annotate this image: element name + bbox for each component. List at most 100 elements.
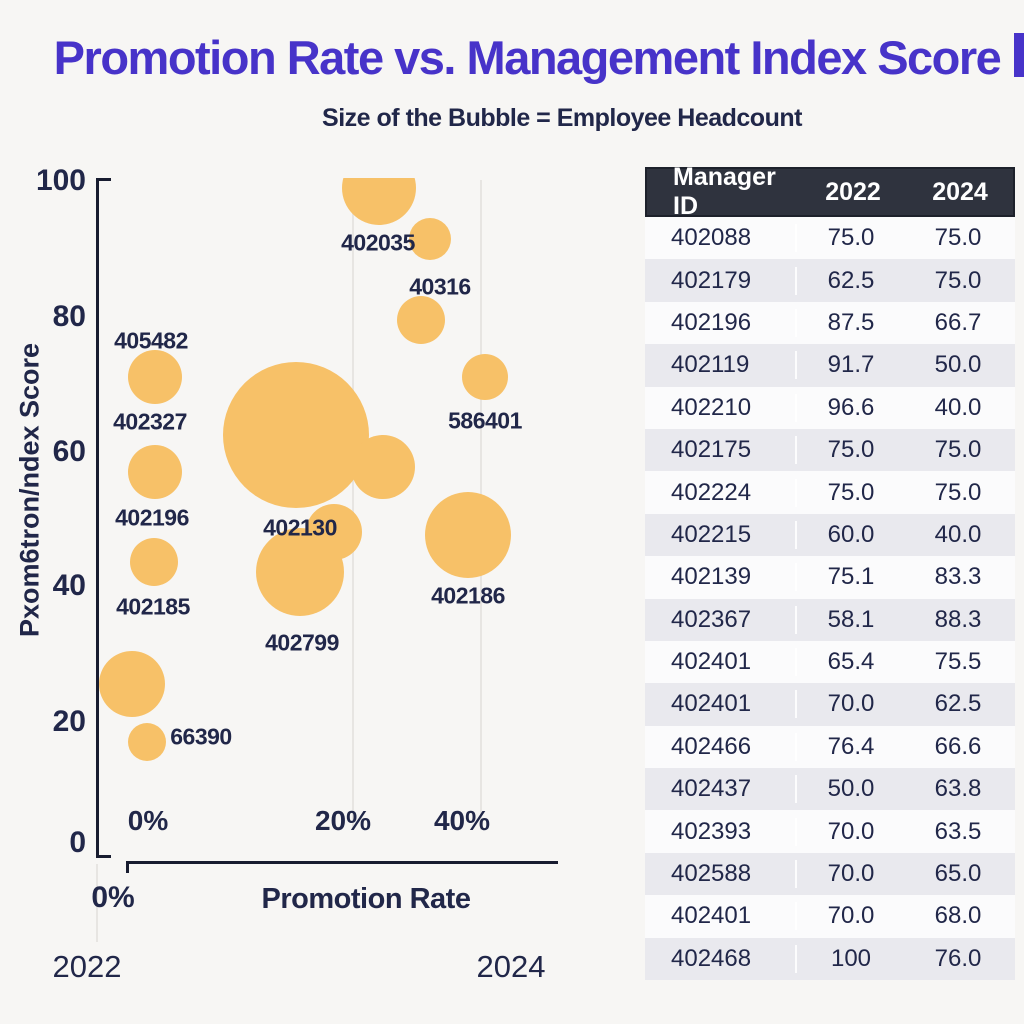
x-tick-label-20%: 20% <box>314 805 372 836</box>
table-row: 402210 96.6 40.0 <box>645 386 1015 429</box>
bubble-405482 <box>128 350 182 404</box>
cell-2024: 66.7 <box>934 308 982 336</box>
cell-2024: 75.0 <box>934 224 982 252</box>
cell-2024: 68.0 <box>934 902 982 930</box>
cell-2024: 63.5 <box>934 817 982 845</box>
cell-manager-id: 402224 <box>645 478 797 507</box>
cell-2024: 75.0 <box>934 436 982 464</box>
cell-2022: 75.0 <box>827 436 875 464</box>
table-row: 402367 58.1 88.3 <box>645 598 1015 641</box>
cell-manager-id: 402468 <box>645 944 797 973</box>
bubble-402196 <box>130 538 178 586</box>
table-row: 402401 70.0 68.0 <box>645 895 1015 938</box>
y-axis-top-tick <box>96 178 111 181</box>
cell-manager-id: 402401 <box>645 690 797 719</box>
header-manager-id: Manager ID <box>673 163 776 220</box>
table-row: 402588 70.0 65.0 <box>645 852 1015 896</box>
bubble-40316 <box>397 296 445 344</box>
bubble-label-402327: 402327 <box>113 408 187 435</box>
y-tick-label-80: 80 <box>52 300 86 333</box>
cell-2022: 91.7 <box>827 351 875 379</box>
cell-2024: 62.5 <box>934 690 982 718</box>
cell-manager-id: 402588 <box>645 860 797 889</box>
table-row: 402179 62.5 75.0 <box>645 259 1015 302</box>
table-row: 402196 87.5 66.7 <box>645 301 1015 345</box>
cell-2022: 76.4 <box>827 732 875 760</box>
bubble-label-402130: 402130 <box>263 514 337 541</box>
cell-2024: 40.0 <box>934 520 982 548</box>
table-body: 402088 75.0 75.0 402179 62.5 75.0 402196 87.5 66… <box>645 217 1015 981</box>
cell-manager-id: 402196 <box>645 308 797 337</box>
bubble-402799 <box>256 528 344 616</box>
bubble-402130 <box>223 362 369 508</box>
cell-2022: 70.0 <box>827 690 875 718</box>
cell-manager-id: 402139 <box>645 563 797 592</box>
bubble-402185 <box>99 651 165 717</box>
period-start-label: 2022 <box>52 949 122 984</box>
corner-accent-bar <box>1014 33 1024 77</box>
cell-manager-id: 402401 <box>645 648 797 677</box>
cell-manager-id: 402367 <box>645 605 797 634</box>
y-tick-label-100: 100 <box>35 164 86 197</box>
y-tick-label-20: 20 <box>52 705 86 738</box>
bubble-label-402799: 402799 <box>265 629 339 656</box>
bubble-label-402196: 402196 <box>115 504 189 531</box>
cell-2024: 50.0 <box>934 351 982 379</box>
cell-2022: 75.0 <box>827 478 875 506</box>
cell-manager-id: 402175 <box>645 436 797 465</box>
table-row: 402119 91.7 50.0 <box>645 344 1015 387</box>
cell-manager-id: 402466 <box>645 732 797 761</box>
y-tick-label-60: 60 <box>52 435 86 468</box>
y-axis-title: Pxom6tron/ndex Score <box>14 342 45 638</box>
x-tick-label-40%: 40% <box>433 805 491 836</box>
header-2024: 2024 <box>932 177 988 206</box>
cell-2024: 65.0 <box>934 860 982 888</box>
bubble-66390 <box>128 723 166 761</box>
cell-manager-id: 402393 <box>645 817 797 846</box>
cell-manager-id: 402088 <box>645 224 797 253</box>
bubble-402186 <box>425 492 511 578</box>
cell-2022: 75.1 <box>827 563 875 591</box>
bubble-label-402186: 402186 <box>431 582 505 609</box>
table-row: 402468 100 76.0 <box>645 937 1015 981</box>
cell-2022: 87.5 <box>827 308 875 336</box>
x-axis-title: Promotion Rate <box>261 883 471 915</box>
cell-manager-id: 402179 <box>645 266 797 295</box>
cell-2022: 60.0 <box>827 520 875 548</box>
x-axis-left-tick <box>126 861 129 873</box>
axis-drop-line <box>96 864 98 942</box>
bubble-label-66390: 66390 <box>170 723 232 750</box>
bubble-unlabeled <box>409 218 451 260</box>
cell-2022: 100 <box>830 944 872 972</box>
cell-2024: 75.0 <box>934 478 982 506</box>
gridline-20pct <box>352 180 354 830</box>
cell-2022: 96.6 <box>827 393 875 421</box>
cell-2024: 75.0 <box>934 266 982 294</box>
y-tick-label-40: 40 <box>52 569 86 602</box>
bubble-402035 <box>342 178 416 225</box>
bubble-402327 <box>128 445 182 499</box>
cell-2022: 70.0 <box>827 817 875 845</box>
cell-2022: 70.0 <box>827 902 875 930</box>
cell-manager-id: 402210 <box>645 393 797 422</box>
cell-2022: 70.0 <box>827 860 875 888</box>
bubble-label-402185: 402185 <box>116 593 190 620</box>
table-row: 402401 70.0 62.5 <box>645 683 1015 726</box>
cell-2024: 88.3 <box>934 605 982 633</box>
header-2022: 2022 <box>825 177 881 206</box>
cell-2022: 75.0 <box>827 224 875 252</box>
x-axis-zero-label: 0% <box>91 881 135 914</box>
cell-2022: 50.0 <box>827 775 875 803</box>
bubble-586401 <box>462 354 508 400</box>
cell-2022: 65.4 <box>827 648 875 676</box>
cell-manager-id: 402437 <box>645 775 797 804</box>
period-end-label: 2024 <box>476 949 546 984</box>
cell-2024: 66.6 <box>934 732 982 760</box>
y-tick-label-0: 0 <box>69 826 86 859</box>
chart-subtitle: Size of the Bubble = Employee Headcount <box>322 104 802 132</box>
cell-2022: 62.5 <box>827 266 875 294</box>
cell-2024: 76.0 <box>934 944 982 972</box>
table-row: 402215 60.0 40.0 <box>645 513 1015 557</box>
cell-2024: 83.3 <box>934 563 982 591</box>
cell-2022: 58.1 <box>827 605 875 633</box>
